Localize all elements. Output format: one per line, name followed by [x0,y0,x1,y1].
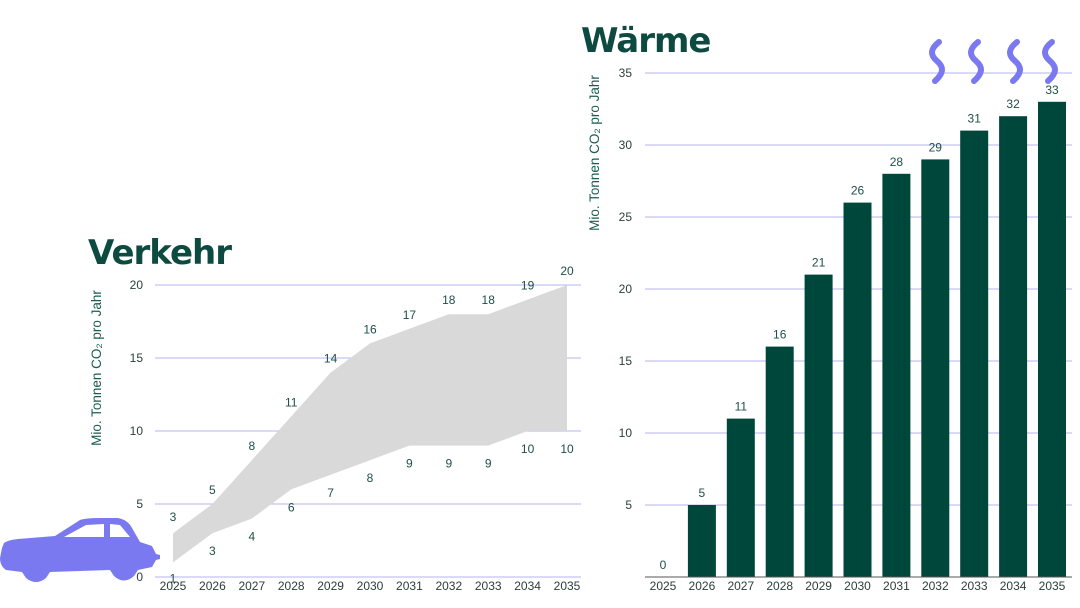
waerme-y-tick: 20 [619,282,633,296]
verkehr-upper-label: 3 [170,510,177,524]
verkehr-x-tick: 2032 [435,579,462,593]
verkehr-upper-label: 18 [442,293,456,307]
verkehr-area [173,285,567,563]
verkehr-upper-label: 11 [285,395,298,409]
waerme-y-tick: 30 [619,138,633,152]
waerme-x-tick: 2029 [805,579,832,593]
verkehr-upper-label: 18 [482,293,496,307]
heat-wave-icon [929,39,945,84]
verkehr-x-tick: 2026 [199,579,226,593]
verkehr-x-tick: 2028 [278,579,305,593]
waerme-bar [804,274,833,577]
verkehr-upper-label: 17 [403,308,417,322]
waerme-bar [726,418,755,577]
waerme-bar [921,159,950,577]
waerme-y-tick: 15 [619,354,633,368]
waerme-x-tick: 2032 [922,579,949,593]
waerme-x-tick: 2026 [689,579,716,593]
car-icon [0,518,160,582]
heat-wave-icon [968,39,984,84]
waerme-x-tick: 2035 [1039,579,1066,593]
waerme-x-tick: 2033 [961,579,988,593]
waerme-bar-label: 16 [773,328,787,342]
verkehr-x-tick: 2034 [514,579,541,593]
waerme-bar [843,202,872,577]
verkehr-upper-label: 8 [248,439,255,453]
waerme-bar-label: 5 [699,486,706,500]
heat-wave-icons [929,39,1058,84]
verkehr-x-tick: 2030 [357,579,384,593]
verkehr-x-tick: 2035 [554,579,581,593]
waerme-data-labels: 0 5 11 16 21 26 28 29 31 32 33 [660,83,1059,572]
verkehr-lower-label: 9 [485,457,492,471]
verkehr-x-tick: 2029 [317,579,344,593]
verkehr-x-tick: 2025 [160,579,187,593]
waerme-bar [960,130,989,577]
waerme-bar-label: 29 [929,140,943,154]
verkehr-lower-label: 3 [209,544,216,558]
waerme-bars [687,101,1066,578]
waerme-bar-label: 26 [851,184,865,198]
verkehr-y-axis-label: Mio. Tonnen CO₂ pro Jahr [89,290,104,446]
waerme-bar [765,346,794,577]
waerme-x-tick: 2025 [650,579,677,593]
waerme-bar-label: 0 [660,558,667,572]
verkehr-x-tick: 2033 [475,579,502,593]
waerme-bar [687,505,716,577]
waerme-bar-label: 21 [812,256,826,270]
verkehr-y-tick: 20 [130,278,144,292]
verkehr-x-tick: 2031 [396,579,423,593]
waerme-bar-label: 32 [1006,97,1020,111]
verkehr-lower-label: 9 [445,457,452,471]
verkehr-y-tick: 10 [130,424,144,438]
verkehr-y-tick: 5 [136,497,143,511]
verkehr-upper-label: 14 [324,352,338,366]
waerme-bar [882,173,911,578]
verkehr-upper-label: 20 [560,264,574,278]
waerme-bar-label: 11 [735,400,748,414]
waerme-x-ticks: 2025 2026 2027 2028 2029 2030 2031 2032 2033 2034… [650,579,1066,593]
verkehr-range-area [173,285,567,563]
verkehr-lower-label: 10 [560,442,574,456]
verkehr-y-tick: 0 [136,570,143,584]
waerme-title: Wärme [581,21,711,61]
verkehr-lower-label: 6 [288,500,295,514]
verkehr-upper-label: 16 [363,322,377,336]
waerme-y-tick: 25 [619,210,633,224]
waerme-x-tick: 2034 [1000,579,1027,593]
verkehr-y-ticks: 0 5 10 15 20 [130,278,144,584]
waerme-bar [999,116,1028,577]
verkehr-y-tick: 15 [130,351,144,365]
waerme-x-tick: 2028 [766,579,793,593]
verkehr-x-tick: 2027 [238,579,265,593]
verkehr-lower-label: 9 [406,457,413,471]
waerme-x-tick: 2031 [883,579,910,593]
waerme-x-tick: 2030 [844,579,871,593]
waerme-y-ticks: 5 10 15 20 25 30 35 [619,66,633,512]
verkehr-upper-label: 19 [521,279,535,293]
waerme-y-tick: 35 [619,66,633,80]
heat-wave-icon [1007,39,1023,84]
waerme-x-tick: 2027 [727,579,754,593]
waerme-y-axis-label: Mio. Tonnen CO₂ pro Jahr [587,75,602,231]
verkehr-lower-label: 4 [248,530,255,544]
waerme-bar-label: 31 [968,112,982,126]
waerme-bar-label: 28 [890,155,904,169]
verkehr-lower-label: 10 [521,442,535,456]
verkehr-upper-label: 5 [209,483,216,497]
verkehr-lower-label: 8 [367,471,374,485]
waerme-y-tick: 5 [625,498,632,512]
verkehr-lower-label: 1 [170,571,177,585]
verkehr-lower-label: 7 [327,486,334,500]
waerme-bar [1038,101,1066,578]
waerme-bar-label: 33 [1045,83,1059,97]
verkehr-x-ticks: 2025 2026 2027 2028 2029 2030 2031 2032 2033 2034… [160,579,581,593]
verkehr-title: Verkehr [88,233,232,273]
verkehr-data-labels: 3 5 8 11 14 16 17 18 18 19 20 1 3 4 6 7 8 9 9 9 10 10 [170,264,574,585]
heat-wave-icon [1042,39,1058,84]
waerme-y-tick: 10 [619,426,633,440]
